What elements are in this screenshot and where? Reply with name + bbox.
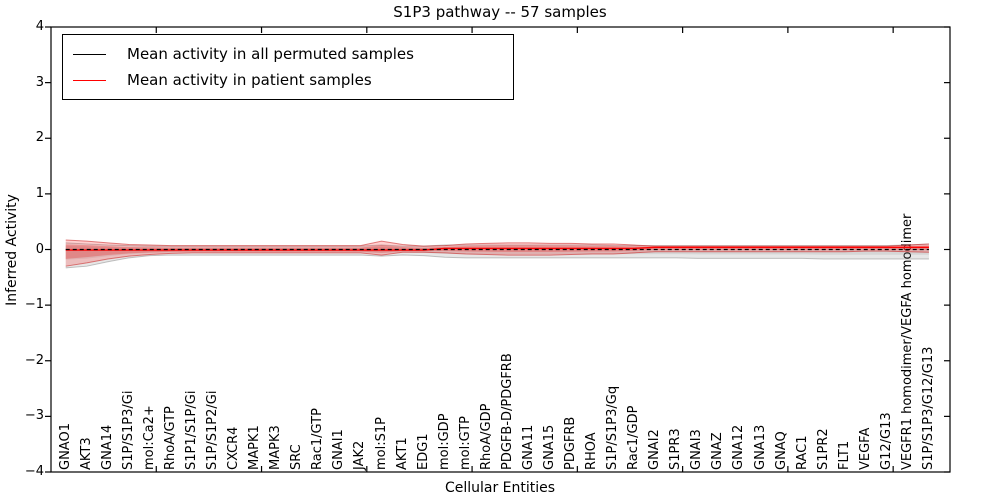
chart-title: S1P3 pathway -- 57 samples — [393, 3, 607, 21]
legend-label-patient: Mean activity in patient samples — [127, 71, 372, 89]
y-tick-label: 2 — [35, 130, 44, 146]
mean-lines-group — [65, 246, 929, 251]
y-tick-label: −4 — [24, 464, 44, 479]
legend: Mean activity in all permuted samples Me… — [62, 34, 514, 100]
legend-item-permuted: Mean activity in all permuted samples — [73, 41, 513, 67]
axes-group — [45, 26, 951, 473]
patient-line-swatch — [73, 79, 106, 81]
legend-label-permuted: Mean activity in all permuted samples — [127, 45, 414, 63]
x-axis-label: Cellular Entities — [444, 480, 556, 496]
y-tick-label: 0 — [35, 241, 44, 257]
legend-item-patient: Mean activity in patient samples — [73, 67, 513, 93]
y-tick-label: −2 — [24, 352, 44, 368]
permuted-activity-range-upper-edge — [65, 242, 929, 247]
y-tick-label: 3 — [35, 74, 44, 90]
y-tick-label: 4 — [35, 19, 44, 34]
permuted-line-swatch — [73, 53, 106, 55]
patient-activity-range-inner — [65, 244, 929, 259]
patient-activity-range-lower-edge — [65, 250, 929, 267]
y-tick-label: 1 — [35, 185, 44, 201]
y-tick-label: −3 — [24, 408, 44, 424]
permuted-activity-range-lower-edge — [65, 254, 929, 269]
patient-activity-range-upper-edge — [65, 239, 929, 247]
y-tick-label: −1 — [24, 297, 44, 313]
